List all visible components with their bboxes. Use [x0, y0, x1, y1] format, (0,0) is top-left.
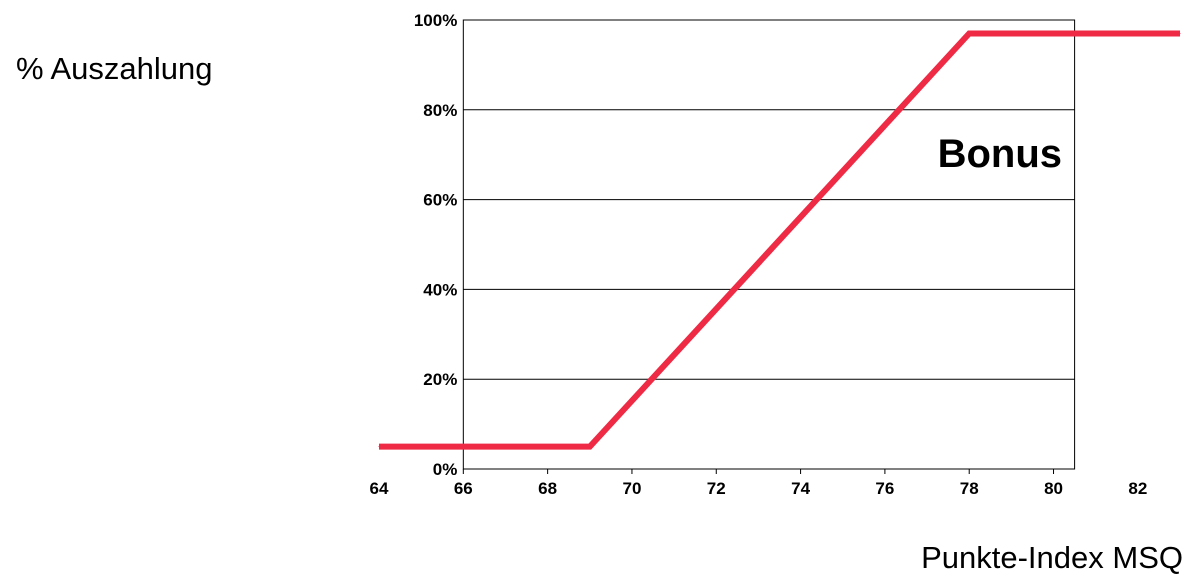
x-axis-ticks: 64 66 68 70 72 74 76 78 80 82 — [370, 469, 1147, 498]
y-tick-label: 0% — [433, 460, 458, 479]
series-layer — [378, 30, 1181, 450]
payout-point — [378, 446, 380, 448]
y-tick-label: 80% — [423, 101, 457, 120]
x-tick-label: 78 — [960, 479, 979, 498]
y-tick-label: 100% — [414, 11, 457, 30]
payout-point — [1179, 32, 1181, 34]
payout-line — [379, 30, 1180, 450]
x-axis-title: Punkte-Index MSQ — [921, 540, 1183, 575]
x-tick-label: 80 — [1044, 479, 1063, 498]
x-tick-label: 76 — [875, 479, 894, 498]
x-tick-label: 74 — [791, 479, 810, 498]
gridlines — [463, 109, 1075, 380]
x-tick-label: 82 — [1128, 479, 1147, 498]
payout-point — [968, 32, 970, 34]
x-tick-label: 68 — [538, 479, 557, 498]
y-tick-label: 60% — [423, 191, 457, 210]
x-tick-label: 64 — [370, 479, 389, 498]
plot-area-frame — [462, 19, 1076, 470]
bonus-annotation: Bonus — [938, 132, 1062, 176]
x-tick-label: 72 — [707, 479, 726, 498]
y-tick-label: 40% — [423, 280, 457, 299]
x-tick-label: 70 — [622, 479, 641, 498]
payout-point — [589, 446, 591, 448]
y-tick-label: 20% — [423, 370, 457, 389]
y-axis-ticks: 0% 20% 40% 60% 80% 100% — [414, 11, 457, 479]
x-tick-label: 66 — [454, 479, 473, 498]
y-axis-title: % Auszahlung — [16, 51, 212, 86]
